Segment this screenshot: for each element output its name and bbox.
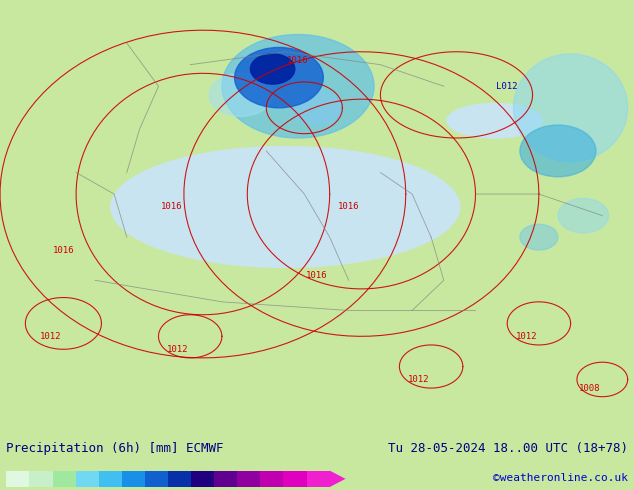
Text: 1012: 1012 <box>515 332 537 341</box>
Bar <box>261 470 283 487</box>
Text: 1016: 1016 <box>338 202 359 212</box>
Bar <box>6 470 29 487</box>
Text: L012: L012 <box>496 82 518 91</box>
Bar <box>99 470 122 487</box>
Text: 1008: 1008 <box>579 384 600 392</box>
Text: 1016: 1016 <box>287 56 309 65</box>
Ellipse shape <box>514 54 628 162</box>
Circle shape <box>235 48 323 108</box>
Circle shape <box>292 91 342 125</box>
Circle shape <box>209 74 273 117</box>
Circle shape <box>558 198 609 233</box>
Ellipse shape <box>111 147 460 268</box>
Text: 1016: 1016 <box>306 271 328 280</box>
Bar <box>307 470 330 487</box>
Text: 1012: 1012 <box>408 375 429 384</box>
Bar <box>75 470 99 487</box>
Bar <box>122 470 145 487</box>
Text: 1016: 1016 <box>53 245 74 255</box>
Bar <box>191 470 214 487</box>
Text: 1016: 1016 <box>160 202 182 212</box>
Bar <box>237 470 261 487</box>
Bar <box>168 470 191 487</box>
Bar <box>29 470 53 487</box>
Polygon shape <box>330 470 346 487</box>
Ellipse shape <box>447 103 542 138</box>
Circle shape <box>520 224 558 250</box>
Circle shape <box>250 54 295 84</box>
Circle shape <box>520 125 596 177</box>
Bar <box>214 470 237 487</box>
Circle shape <box>222 34 374 138</box>
Bar <box>283 470 307 487</box>
Text: ©weatheronline.co.uk: ©weatheronline.co.uk <box>493 473 628 483</box>
Text: 1012: 1012 <box>167 345 188 354</box>
Text: 1012: 1012 <box>40 332 61 341</box>
Text: Tu 28-05-2024 18..00 UTC (18+78): Tu 28-05-2024 18..00 UTC (18+78) <box>387 442 628 455</box>
Text: Precipitation (6h) [mm] ECMWF: Precipitation (6h) [mm] ECMWF <box>6 442 224 455</box>
Bar <box>53 470 75 487</box>
Bar <box>145 470 168 487</box>
